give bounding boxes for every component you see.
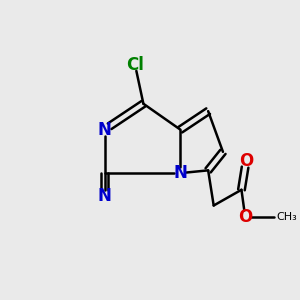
Text: N: N — [98, 187, 112, 205]
Text: O: O — [239, 152, 253, 170]
Text: N: N — [173, 164, 187, 182]
Text: N: N — [98, 121, 112, 139]
Text: Cl: Cl — [126, 56, 144, 74]
Text: CH₃: CH₃ — [277, 212, 297, 222]
Text: O: O — [238, 208, 252, 226]
